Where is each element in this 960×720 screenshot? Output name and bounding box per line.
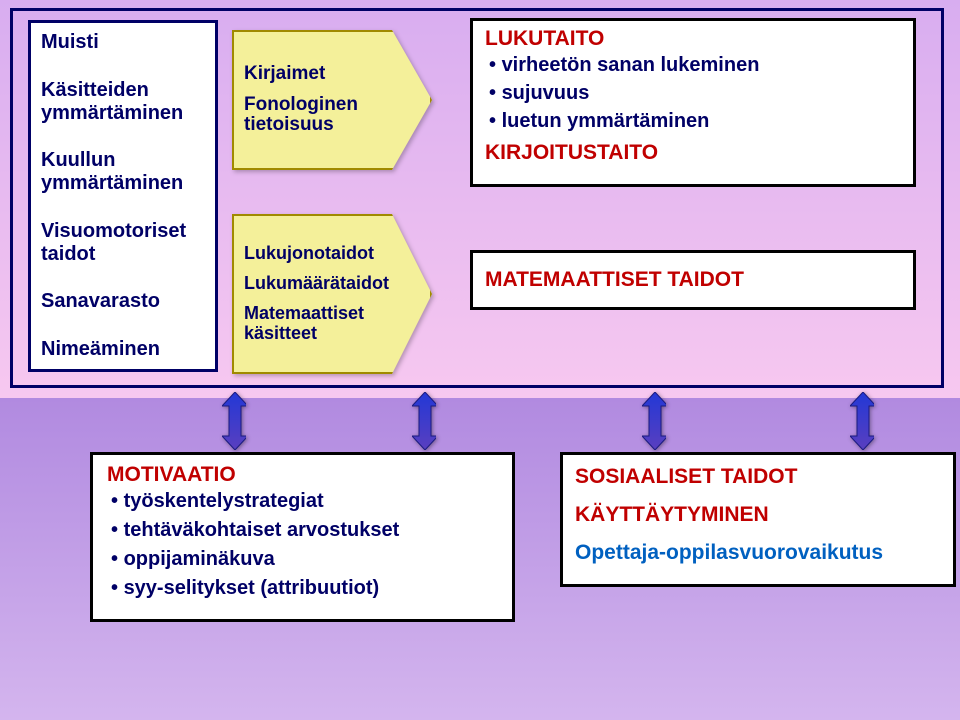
math-box: MATEMAATTISET TAIDOT (470, 250, 916, 310)
hex-literacy-inputs: Kirjaimet Fonologinen tietoisuus (232, 30, 432, 170)
literacy-bullet: luetun ymmärtäminen (489, 107, 901, 135)
double-arrow-icon (850, 392, 874, 450)
math-title: MATEMAATTISET TAIDOT (485, 268, 744, 292)
literacy-box: LUKUTAITO virheetön sanan lukeminensujuv… (470, 18, 916, 187)
double-arrow-icon (222, 392, 246, 450)
writing-title: KIRJOITUSTAITO (485, 141, 901, 165)
social-line: KÄYTTÄYTYMINEN (575, 503, 941, 527)
hex-line: Matemaattiset käsitteet (244, 304, 400, 344)
hex-math-inputs: Lukujonotaidot Lukumäärätaidot Matemaattis… (232, 214, 432, 374)
hex-line: Kirjaimet (244, 64, 400, 85)
hex-line: Fonologinen tietoisuus (244, 95, 400, 137)
literacy-bullets: virheetön sanan lukeminensujuvuusluetun … (485, 51, 901, 135)
motivation-bullet: oppijaminäkuva (111, 545, 498, 574)
left-col-item: Käsitteiden ymmärtäminen (41, 79, 205, 125)
left-col-item: Muisti (41, 31, 205, 54)
left-col-item: Nimeäminen (41, 338, 205, 361)
hex-line: Lukujonotaidot (244, 244, 400, 264)
motivation-bullet: tehtäväkohtaiset arvostukset (111, 516, 498, 545)
motivation-title: MOTIVAATIO (107, 463, 498, 487)
hex-line: Lukumäärätaidot (244, 274, 400, 294)
left-col-item: Visuomotoriset taidot (41, 220, 205, 266)
left-column-box: Muisti Käsitteiden ymmärtäminen Kuullun ym… (28, 20, 218, 372)
double-arrow-icon (412, 392, 436, 450)
social-line: Opettaja-oppilasvuorovaikutus (575, 541, 941, 565)
motivation-bullet: syy-selitykset (attribuutiot) (111, 574, 498, 603)
motivation-bullets: työskentelystrategiattehtäväkohtaiset ar… (107, 487, 498, 603)
left-col-item: Sanavarasto (41, 290, 205, 313)
motivation-box: MOTIVAATIO työskentelystrategiattehtäväk… (90, 452, 515, 622)
double-arrow-icon (642, 392, 666, 450)
literacy-title: LUKUTAITO (485, 27, 901, 51)
social-box: SOSIAALISET TAIDOT KÄYTTÄYTYMINEN Opettaja… (560, 452, 956, 587)
left-col-item: Kuullun ymmärtäminen (41, 149, 205, 195)
social-line: SOSIAALISET TAIDOT (575, 465, 941, 489)
motivation-bullet: työskentelystrategiat (111, 487, 498, 516)
literacy-bullet: sujuvuus (489, 79, 901, 107)
literacy-bullet: virheetön sanan lukeminen (489, 51, 901, 79)
